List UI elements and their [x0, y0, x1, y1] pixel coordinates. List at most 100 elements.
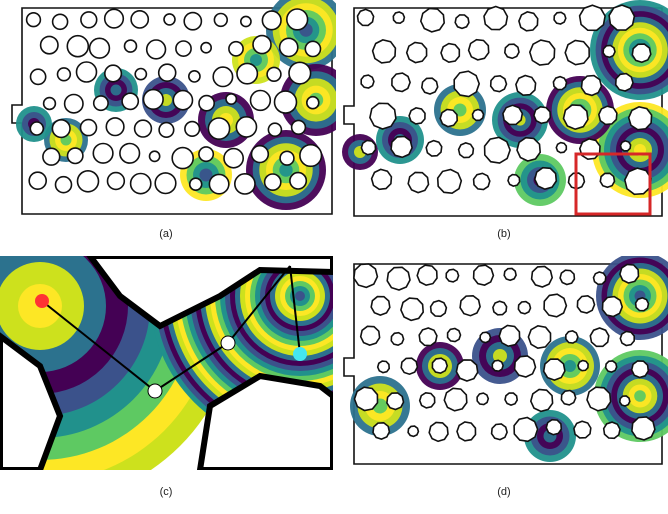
obstacle	[187, 70, 201, 83]
panel-a-caption: (a)	[159, 228, 173, 240]
obstacle	[228, 40, 244, 57]
obstacle	[614, 72, 634, 92]
obstacle	[252, 34, 272, 55]
obstacle	[483, 5, 509, 31]
obstacle	[618, 395, 631, 407]
obstacle	[419, 7, 446, 33]
obstacle	[504, 392, 519, 406]
obstacle	[578, 4, 606, 32]
obstacle	[106, 171, 126, 191]
obstacle	[529, 388, 554, 413]
obstacle	[589, 327, 610, 348]
obstacle	[42, 147, 61, 166]
obstacle	[249, 89, 272, 112]
obstacle	[172, 89, 194, 111]
obstacle	[515, 74, 537, 97]
obstacle	[552, 75, 568, 91]
obstacle	[533, 166, 558, 191]
obstacle	[513, 355, 537, 378]
obstacle	[66, 34, 90, 58]
obstacle	[455, 359, 479, 382]
obstacle	[261, 10, 282, 31]
wavefront-ring	[279, 163, 293, 177]
obstacle	[236, 62, 259, 85]
obstacle	[439, 108, 459, 128]
obstacle	[163, 13, 176, 26]
wavefront-ring	[199, 168, 213, 182]
obstacle	[175, 40, 192, 57]
obstacle	[29, 121, 45, 136]
obstacle	[392, 11, 406, 25]
obstacles	[356, 4, 653, 196]
obstacle	[119, 142, 141, 164]
wavefront-ring	[250, 54, 262, 66]
obstacle	[431, 357, 449, 374]
obstacle	[528, 39, 556, 66]
obstacles	[353, 263, 656, 443]
panel-a-image	[11, 0, 336, 215]
obstacle	[619, 140, 632, 152]
highlight-box	[574, 152, 652, 216]
obstacle	[445, 268, 460, 283]
obstacle	[564, 39, 591, 66]
obstacle	[370, 168, 393, 191]
zoom-band	[295, 291, 305, 301]
obstacle	[198, 146, 215, 163]
obstacle	[54, 175, 73, 194]
obstacle	[443, 387, 468, 412]
obstacle	[25, 12, 42, 28]
obstacle	[562, 104, 589, 131]
obstacle	[198, 94, 215, 112]
obstacle	[560, 389, 577, 406]
obstacle	[183, 11, 203, 31]
obstacle	[580, 74, 603, 97]
obstacle	[400, 297, 425, 322]
obstacle	[436, 168, 463, 195]
path-line	[227, 265, 291, 344]
obstacle	[213, 12, 229, 28]
obstacle	[631, 43, 652, 64]
obstacle	[553, 11, 567, 25]
obstacle	[472, 172, 491, 191]
obstacle	[267, 122, 283, 137]
path-line	[41, 300, 156, 392]
obstacle	[360, 74, 375, 89]
obstacle	[491, 359, 504, 373]
obstacle	[235, 116, 258, 138]
obstacle	[279, 150, 295, 166]
zoom-obstacle	[0, 332, 64, 470]
obstacle	[171, 146, 194, 170]
obstacle	[467, 38, 490, 61]
obstacle	[223, 147, 245, 169]
path-line	[154, 342, 229, 392]
obstacle	[157, 63, 177, 82]
obstacle	[154, 172, 177, 195]
panel-c-caption: (c)	[159, 486, 173, 498]
obstacle	[288, 61, 312, 85]
obstacle	[29, 68, 47, 86]
obstacle	[634, 297, 650, 312]
waypoint-marker	[220, 335, 236, 351]
obstacle	[66, 147, 84, 165]
obstacle	[601, 295, 624, 318]
obstacle	[304, 40, 322, 58]
obstacle	[239, 15, 252, 28]
obstacle	[459, 294, 481, 317]
obstacle	[490, 423, 508, 441]
obstacle	[516, 136, 542, 162]
obstacle	[530, 265, 554, 288]
obstacle	[39, 35, 59, 55]
obstacle	[425, 139, 443, 157]
panel-d	[340, 256, 668, 470]
obstacle	[543, 293, 568, 318]
obstacle	[207, 117, 231, 141]
obstacle	[212, 66, 234, 88]
obstacle	[123, 39, 138, 53]
panel-b-image	[342, 0, 668, 217]
obstacles	[25, 8, 323, 195]
obstacle	[604, 360, 618, 373]
obstacle	[533, 105, 552, 125]
obstacle	[559, 269, 576, 286]
obstacle	[599, 172, 616, 189]
obstacle	[418, 391, 436, 409]
